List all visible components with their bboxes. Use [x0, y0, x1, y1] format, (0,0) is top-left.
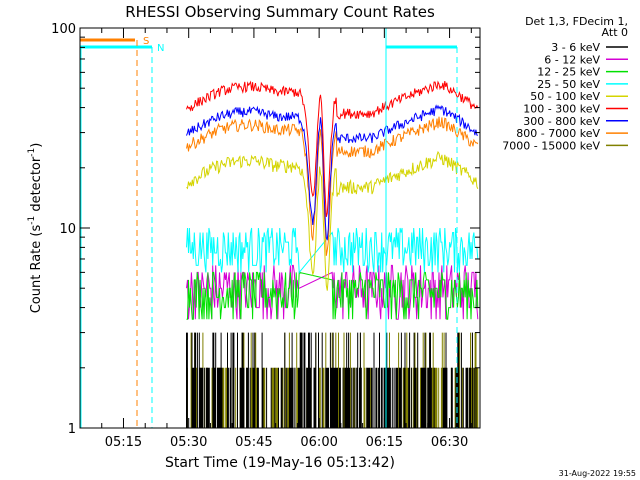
- legend-label: 300 - 800 keV: [523, 115, 600, 128]
- footer-timestamp: 31-Aug-2022 19:55: [559, 469, 636, 478]
- x-axis-title: Start Time (19-May-16 05:13:42): [165, 455, 395, 471]
- x-tick-label: 05:45: [235, 435, 272, 450]
- x-tick-label: 05:15: [105, 435, 142, 450]
- legend-header: Att 0: [602, 26, 628, 39]
- series-50-100-kev-trace: [186, 150, 479, 291]
- legend-label: 3 - 6 keV: [551, 41, 600, 54]
- plot-flags: SN: [80, 28, 458, 428]
- y-axis-title-part: detector: [29, 156, 44, 216]
- chart-title: RHESSI Observing Summary Count Rates: [125, 3, 435, 21]
- saa-flag-label: S: [143, 36, 149, 47]
- series-300-800-kev-trace: [186, 104, 478, 241]
- y-axis-title-part: Count Rate (s: [29, 225, 44, 314]
- legend-label: 100 - 300 keV: [523, 103, 600, 116]
- y-tick-label: 10: [59, 222, 76, 237]
- y-axis-title-part: ): [29, 143, 44, 148]
- legend-label: 800 - 7000 keV: [516, 127, 600, 140]
- series-3-6-kev-trace: [186, 332, 477, 428]
- legend-label: 7000 - 15000 keV: [502, 139, 600, 152]
- plot-traces: [186, 80, 479, 428]
- x-tick-label: 05:30: [170, 435, 207, 450]
- y-tick-label: 100: [51, 22, 76, 37]
- legend-label: 12 - 25 keV: [537, 66, 600, 79]
- y-axis-title-sup: -1: [27, 148, 37, 157]
- legend-label: 6 - 12 keV: [544, 53, 600, 66]
- series-800-7000-kev-trace: [186, 116, 479, 256]
- x-axis: 05:15 05:30 05:45 06:00 06:15 06:30: [79, 28, 472, 450]
- series-25-50-kev-trace: [186, 227, 479, 274]
- x-tick-label: 06:00: [300, 435, 337, 450]
- y-tick-label: 1: [68, 422, 76, 437]
- night-flag-label: N: [157, 43, 164, 54]
- y-axis-title: Count Rate (s-1 detector-1): [27, 143, 44, 314]
- legend-header: Det 1,3, FDecim 1,: [525, 15, 628, 28]
- series-12-25-kev-trace: [186, 271, 479, 320]
- y-axis: 1 10 100: [51, 22, 480, 437]
- y-axis-title-sup: -1: [27, 216, 37, 225]
- x-tick-label: 06:30: [431, 435, 468, 450]
- legend-label: 25 - 50 keV: [537, 78, 600, 91]
- series-100-300-kev-trace: [186, 80, 479, 218]
- x-tick-label: 06:15: [366, 435, 403, 450]
- legend-label: 50 - 100 keV: [530, 90, 600, 103]
